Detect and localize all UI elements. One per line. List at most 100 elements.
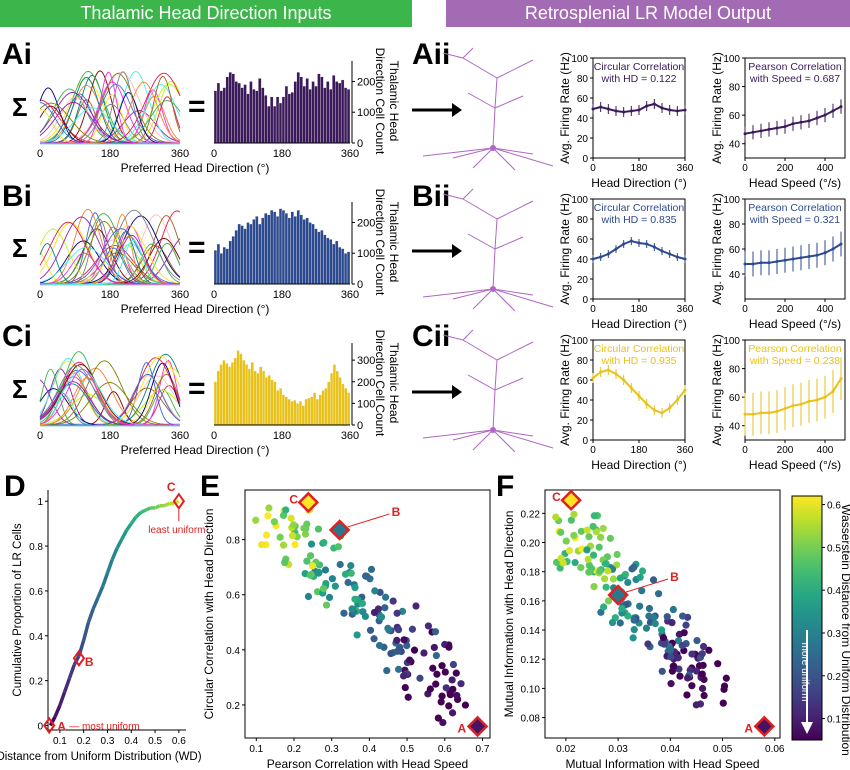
scatter-point	[645, 604, 654, 613]
data-point	[668, 252, 672, 256]
scatter-point	[692, 667, 701, 675]
scatter-point	[410, 646, 419, 654]
histogram-bar	[272, 211, 277, 285]
scatter-point	[394, 626, 403, 634]
histogram-bar	[222, 246, 226, 285]
tick-label: 100	[723, 54, 740, 65]
neuron-branch	[494, 236, 524, 250]
marker-diamond	[328, 519, 351, 541]
neuron-branch	[492, 147, 534, 155]
plot-title: with Speed = 0.321	[749, 214, 840, 226]
cdf-segment	[120, 529, 129, 541]
histogram-bar	[313, 392, 317, 426]
scatter-point	[351, 583, 359, 592]
y-axis-label: Cumulative Proportion of LR Cells	[12, 523, 24, 696]
tick-label: 360	[341, 289, 359, 301]
data-point	[815, 398, 819, 402]
histogram-bar	[324, 388, 328, 426]
histogram-bar	[296, 403, 300, 426]
tick-label: 0	[742, 445, 748, 456]
tick-label: 0.14	[521, 626, 541, 637]
y-axis-label: Thalamic Head	[387, 61, 401, 142]
scatter-point	[688, 650, 696, 658]
tick-label: 0	[37, 148, 43, 160]
marker-label: B	[392, 505, 401, 519]
scatter-point	[429, 664, 437, 672]
histogram-bar	[346, 89, 351, 144]
neuron-branch	[492, 359, 498, 431]
histogram-bar	[230, 362, 234, 426]
neuron-branch	[442, 52, 464, 59]
data-point	[839, 105, 843, 109]
tick-label: 200	[357, 76, 375, 88]
tick-label: 0.5	[148, 736, 162, 747]
x-axis-label: Distance from Uniform Distribution (WD)	[0, 751, 202, 763]
tick-label: 60	[577, 376, 589, 387]
data-point	[799, 402, 803, 406]
tick-label: 0	[211, 148, 217, 160]
tick-label: 0.6	[172, 736, 186, 747]
data-point	[660, 249, 664, 253]
histogram-bar	[332, 243, 336, 285]
histogram-bar	[287, 217, 292, 285]
data-point	[767, 261, 771, 265]
scatter-point	[370, 635, 378, 643]
tick-label: 0	[590, 163, 596, 174]
marker-label: C	[289, 492, 298, 506]
neuron-branch	[492, 147, 554, 167]
tuning-curve	[40, 373, 181, 426]
histogram-bar	[228, 72, 232, 144]
scatter-point	[683, 674, 692, 682]
histogram-bar	[278, 102, 283, 144]
tick-label: 0.12	[521, 655, 541, 666]
cdf-segment	[53, 704, 62, 718]
tick-label: 0.6	[226, 591, 240, 602]
data-point	[815, 116, 819, 120]
x-axis-label: Head Direction (°)	[591, 176, 687, 190]
scatter-point	[442, 684, 450, 692]
scatter-point	[303, 557, 311, 565]
cdf-segment	[110, 547, 119, 561]
panel-label-cii: Cii	[412, 320, 451, 353]
data-point	[831, 389, 835, 393]
tick-label: 0.02	[556, 744, 576, 755]
scatter-point	[663, 613, 671, 621]
scatter-point	[437, 698, 445, 706]
histogram-bar	[237, 223, 241, 285]
data-point	[668, 406, 672, 410]
histogram-bar	[305, 78, 309, 144]
tick-label: 0	[742, 163, 748, 174]
scatter-point	[341, 570, 350, 578]
scatter-point	[678, 641, 686, 650]
histogram-bar	[258, 223, 262, 285]
data-point	[743, 262, 747, 266]
neuron-branch	[422, 288, 494, 298]
x-axis-label: Pearson Correlation with Head Speed	[267, 757, 468, 770]
data-point	[799, 120, 803, 124]
histogram-bar	[264, 377, 268, 426]
histogram-bar	[343, 87, 348, 144]
scatter-point	[621, 570, 630, 579]
neuron-branch	[472, 429, 494, 451]
tick-label: 20	[577, 134, 589, 145]
plot-title: with Speed = 0.687	[749, 73, 840, 85]
histogram-bar	[326, 237, 330, 285]
tick-label: 40	[729, 270, 741, 281]
scatter-point	[567, 516, 575, 524]
data-point	[791, 257, 795, 261]
tick-label: 0.6	[438, 744, 452, 755]
marker-label: A	[458, 721, 467, 735]
data-point	[645, 104, 649, 108]
tick-label: 80	[729, 365, 741, 376]
data-point	[775, 260, 779, 263]
histogram-bar	[318, 394, 322, 426]
scatter-point	[452, 669, 460, 677]
histogram-bar	[343, 253, 348, 285]
scatter-point	[720, 682, 729, 690]
scatter-point	[448, 709, 457, 717]
histogram-bar	[270, 210, 274, 285]
tick-label: 0.4	[124, 736, 138, 747]
histogram-bar	[302, 219, 306, 285]
data-point	[622, 110, 626, 114]
histogram-bar	[332, 75, 336, 144]
